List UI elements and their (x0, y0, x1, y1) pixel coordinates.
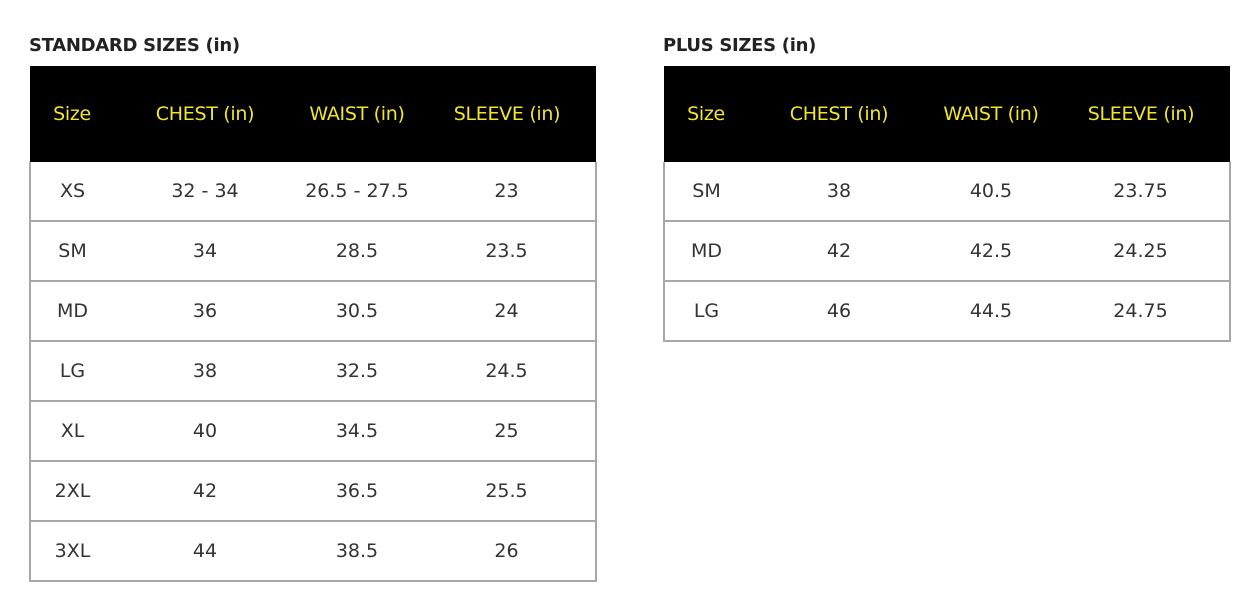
cell-sleeve: 24.75 (1052, 280, 1231, 342)
cell-size: SM (663, 162, 748, 221)
cell-waist: 42.5 (930, 220, 1052, 281)
cell-chest: 38 (826, 180, 852, 202)
cell-size: XL (29, 400, 114, 461)
cell-waist: 36.5 (296, 460, 418, 521)
cell-sleeve: 24.25 (1052, 220, 1231, 281)
cell-sleeve: 23.75 (1052, 162, 1231, 221)
table-row: 2XL 42 36.5 25.5 (29, 460, 597, 521)
cell-chest: 38 (114, 340, 296, 401)
cell-size: LG (663, 280, 748, 342)
cell-chest: 46 (748, 280, 930, 342)
cell-size: 2XL (29, 460, 114, 521)
cell-size: MD (29, 280, 114, 341)
cell-sleeve: 26 (418, 520, 597, 582)
cell-size: SM (29, 220, 114, 281)
table-row: MD 42 42.5 24.25 (663, 220, 1231, 281)
table-row: SM 34 28.5 23.5 (29, 220, 597, 281)
cell-sleeve: 24 (418, 280, 597, 341)
cell-chest: 44 (114, 520, 296, 582)
standard-sizes-title: STANDARD SIZES (in) (29, 35, 240, 56)
cell-sleeve: 23.5 (418, 220, 597, 281)
column-header-chest: CHEST (in) (114, 66, 296, 162)
column-header-size: Size (30, 66, 114, 162)
cell-size: LG (29, 340, 114, 401)
standard-sizes-table: Size CHEST (in) WAIST (in) SLEEVE (in) XS 32… (29, 66, 597, 582)
cell-chest: 40 (114, 400, 296, 461)
cell-size: 3XL (29, 520, 114, 582)
table-row: LG 38 32.5 24.5 (29, 340, 597, 401)
column-header-waist: WAIST (in) (296, 66, 418, 162)
table-row: XS 32 - 34 26.5 - 27.5 23 (29, 162, 597, 221)
table-row: 3XL 44 38.5 26 (29, 520, 597, 582)
column-header-size: Size (664, 66, 748, 162)
cell-size: XS (29, 162, 114, 221)
cell-waist: 28.5 (296, 220, 418, 281)
table-row: XL 40 34.5 25 (29, 400, 597, 461)
plus-sizes-title: PLUS SIZES (in) (663, 35, 817, 56)
table-row: SM 38 40.5 23.75 (663, 162, 1231, 221)
column-header-sleeve: SLEEVE (in) (418, 66, 596, 162)
cell-waist: 30.5 (296, 280, 418, 341)
cell-chest: 34 (114, 220, 296, 281)
cell-sleeve: 25.5 (418, 460, 597, 521)
header-row: Size CHEST (in) WAIST (in) SLEEVE (in) (664, 66, 1230, 162)
table-row: LG 46 44.5 24.75 (663, 280, 1231, 342)
cell-waist: 34.5 (296, 400, 418, 461)
header-row: Size CHEST (in) WAIST (in) SLEEVE (in) (30, 66, 596, 162)
cell-waist: 32.5 (296, 340, 418, 401)
cell-waist: 26.5 - 27.5 (305, 180, 409, 202)
table-row: MD 36 30.5 24 (29, 280, 597, 341)
plus-sizes-table: Size CHEST (in) WAIST (in) SLEEVE (in) SM 38… (663, 66, 1231, 342)
cell-sleeve: 25 (418, 400, 597, 461)
column-header-sleeve: SLEEVE (in) (1052, 66, 1230, 162)
cell-waist: 44.5 (930, 280, 1052, 342)
cell-chest: 42 (748, 220, 930, 281)
cell-sleeve: 24.5 (418, 340, 597, 401)
cell-waist: 40.5 (969, 180, 1013, 202)
plus-sizes-section: PLUS SIZES (in) Size CHEST (in) WAIST (in)… (663, 33, 1231, 342)
cell-size: MD (663, 220, 748, 281)
column-header-waist: WAIST (in) (930, 66, 1052, 162)
cell-chest: 42 (114, 460, 296, 521)
cell-sleeve: 23 (418, 162, 597, 221)
standard-sizes-section: STANDARD SIZES (in) Size CHEST (in) WAIST … (29, 33, 597, 582)
cell-chest: 36 (114, 280, 296, 341)
cell-waist: 38.5 (296, 520, 418, 582)
cell-chest: 32 - 34 (171, 180, 239, 202)
column-header-chest: CHEST (in) (748, 66, 930, 162)
